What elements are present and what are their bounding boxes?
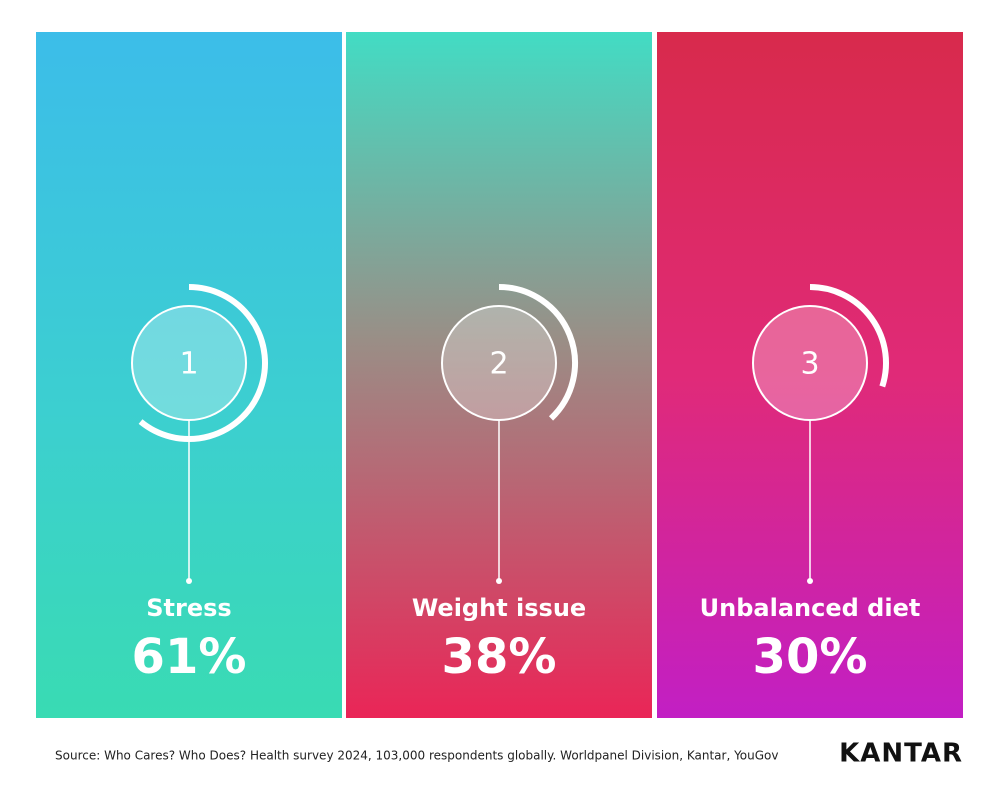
- percentage-arc: [809, 284, 889, 388]
- panel-background: [36, 32, 342, 718]
- category-label: Stress: [146, 594, 231, 622]
- percentage-value: 61%: [132, 629, 247, 685]
- brand-logo: KANTAR: [839, 739, 963, 769]
- percentage-value: 30%: [753, 629, 868, 685]
- connector-dot: [807, 578, 813, 584]
- source-note: Source: Who Cares? Who Does? Health surv…: [55, 749, 779, 763]
- connector-dot: [496, 578, 502, 584]
- panels: 1 Stress 61% 2 Weight issue 38% 3 Unbalanced di…: [36, 32, 963, 718]
- connector-dot: [186, 578, 192, 584]
- category-label: Unbalanced diet: [700, 594, 921, 622]
- category-label: Weight issue: [412, 594, 586, 622]
- percentage-arc: [138, 284, 268, 442]
- panel-background: [657, 32, 963, 718]
- rank-number: 1: [179, 347, 198, 382]
- panel-background: [346, 32, 652, 718]
- rank-number: 2: [489, 347, 508, 382]
- percentage-arc: [498, 284, 578, 421]
- percentage-value: 38%: [442, 629, 557, 685]
- rank-number: 3: [800, 347, 819, 382]
